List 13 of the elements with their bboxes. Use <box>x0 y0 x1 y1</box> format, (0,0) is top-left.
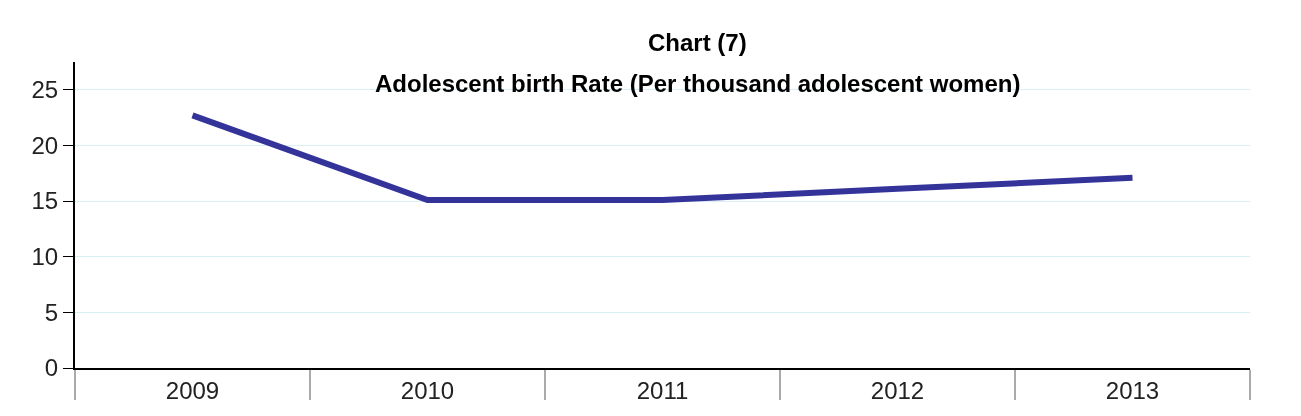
y-tick-label: 0 <box>44 354 59 382</box>
x-tick-label: 2011 <box>636 376 689 404</box>
y-tick-label: 10 <box>31 243 59 271</box>
x-tick-label: 2013 <box>1105 376 1160 404</box>
x-tick-label: 2009 <box>165 376 220 404</box>
chart-subtitle: Adolescent birth Rate (Per thousand adolescent women) <box>375 70 1021 97</box>
y-tick-label: 20 <box>31 131 59 159</box>
chart-title: Chart (7) <box>648 29 747 56</box>
x-tick-label: 2012 <box>870 376 925 404</box>
y-tick-label: 25 <box>31 76 59 104</box>
y-tick-label: 15 <box>31 187 59 215</box>
x-tick-label: 2010 <box>400 376 455 404</box>
y-tick-label: 5 <box>44 298 59 326</box>
